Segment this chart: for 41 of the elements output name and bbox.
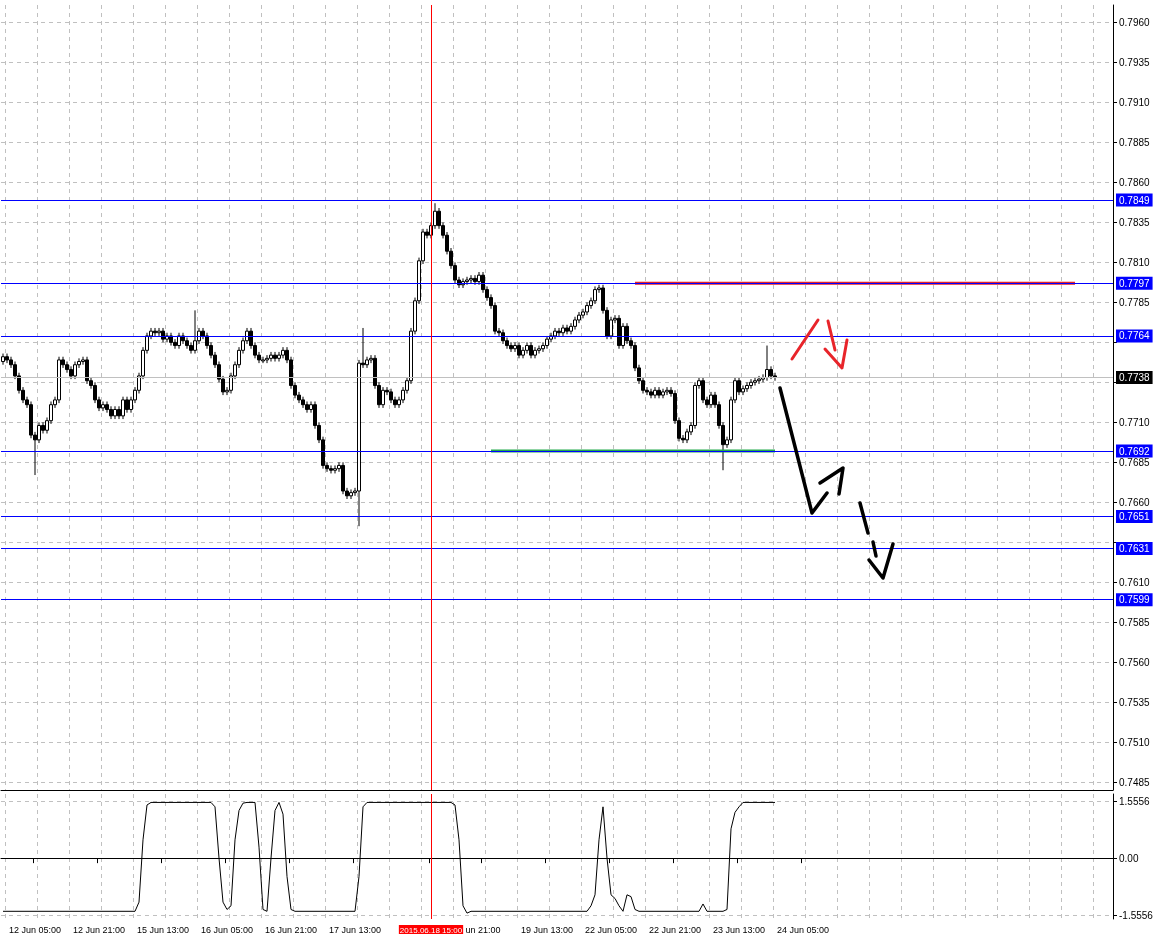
ref-line-label: 0.7764 [1119,330,1151,342]
x-tick-label: 19 Jun 13:00 [520,924,574,935]
y-tick-label: 0.7485 [1119,776,1151,788]
x-tick-label: 16 Jun 05:00 [200,924,254,935]
y-tick-label: 0.7960 [1119,17,1151,29]
y-tick-label: 0.7660 [1119,496,1151,508]
y-tick-label: 0.7835 [1119,216,1151,228]
y-tick-label: 0.7810 [1119,256,1151,268]
x-tick-label: 22 Jun 21:00 [648,924,702,935]
x-tick-label: 16 Jun 21:00 [264,924,318,935]
y-tick-label: 0.7910 [1119,97,1151,109]
x-tick-label: 22 Jun 05:00 [584,924,638,935]
y-tick-label: 0.7510 [1119,736,1151,748]
x-tick-label: 17 Jun 13:00 [328,924,382,935]
y-tick-label: 0.00 [1119,852,1139,864]
ref-line-label: 0.7599 [1119,594,1151,606]
x-tick-label: 23 Jun 13:00 [712,924,766,935]
y-tick-label: -1.5556 [1119,909,1154,921]
ref-line-label: 0.7738 [1119,372,1151,384]
x-tick-label: 24 Jun 05:00 [776,924,830,935]
y-tick-label: 0.7885 [1119,136,1151,148]
y-tick-label: 0.7685 [1119,456,1151,468]
ref-line-label: 0.7631 [1119,543,1151,555]
y-tick-label: 0.7535 [1119,696,1151,708]
y-tick-label: 1.5556 [1119,795,1151,807]
y-tick-label: 0.7710 [1119,416,1151,428]
x-tick-label: 2015.06.18 15:00 [399,925,463,935]
y-tick-label: 0.7935 [1119,57,1151,69]
y-tick-label: 0.7560 [1119,656,1151,668]
y-tick-label: 0.7610 [1119,576,1151,588]
ref-line-label: 0.7849 [1119,194,1151,206]
x-tick-label: un 21:00 [465,924,501,935]
y-tick-label: 0.7585 [1119,616,1151,628]
x-tick-label: 12 Jun 21:00 [72,924,126,935]
x-tick-label: 15 Jun 13:00 [136,924,190,935]
ref-line-label: 0.7692 [1119,445,1151,457]
y-tick-label: 0.7785 [1119,296,1151,308]
y-tick-label: 0.7860 [1119,176,1151,188]
x-tick-label: 12 Jun 05:00 [8,924,62,935]
ref-line-label: 0.7797 [1119,277,1151,289]
ref-line-label: 0.7651 [1119,511,1151,523]
